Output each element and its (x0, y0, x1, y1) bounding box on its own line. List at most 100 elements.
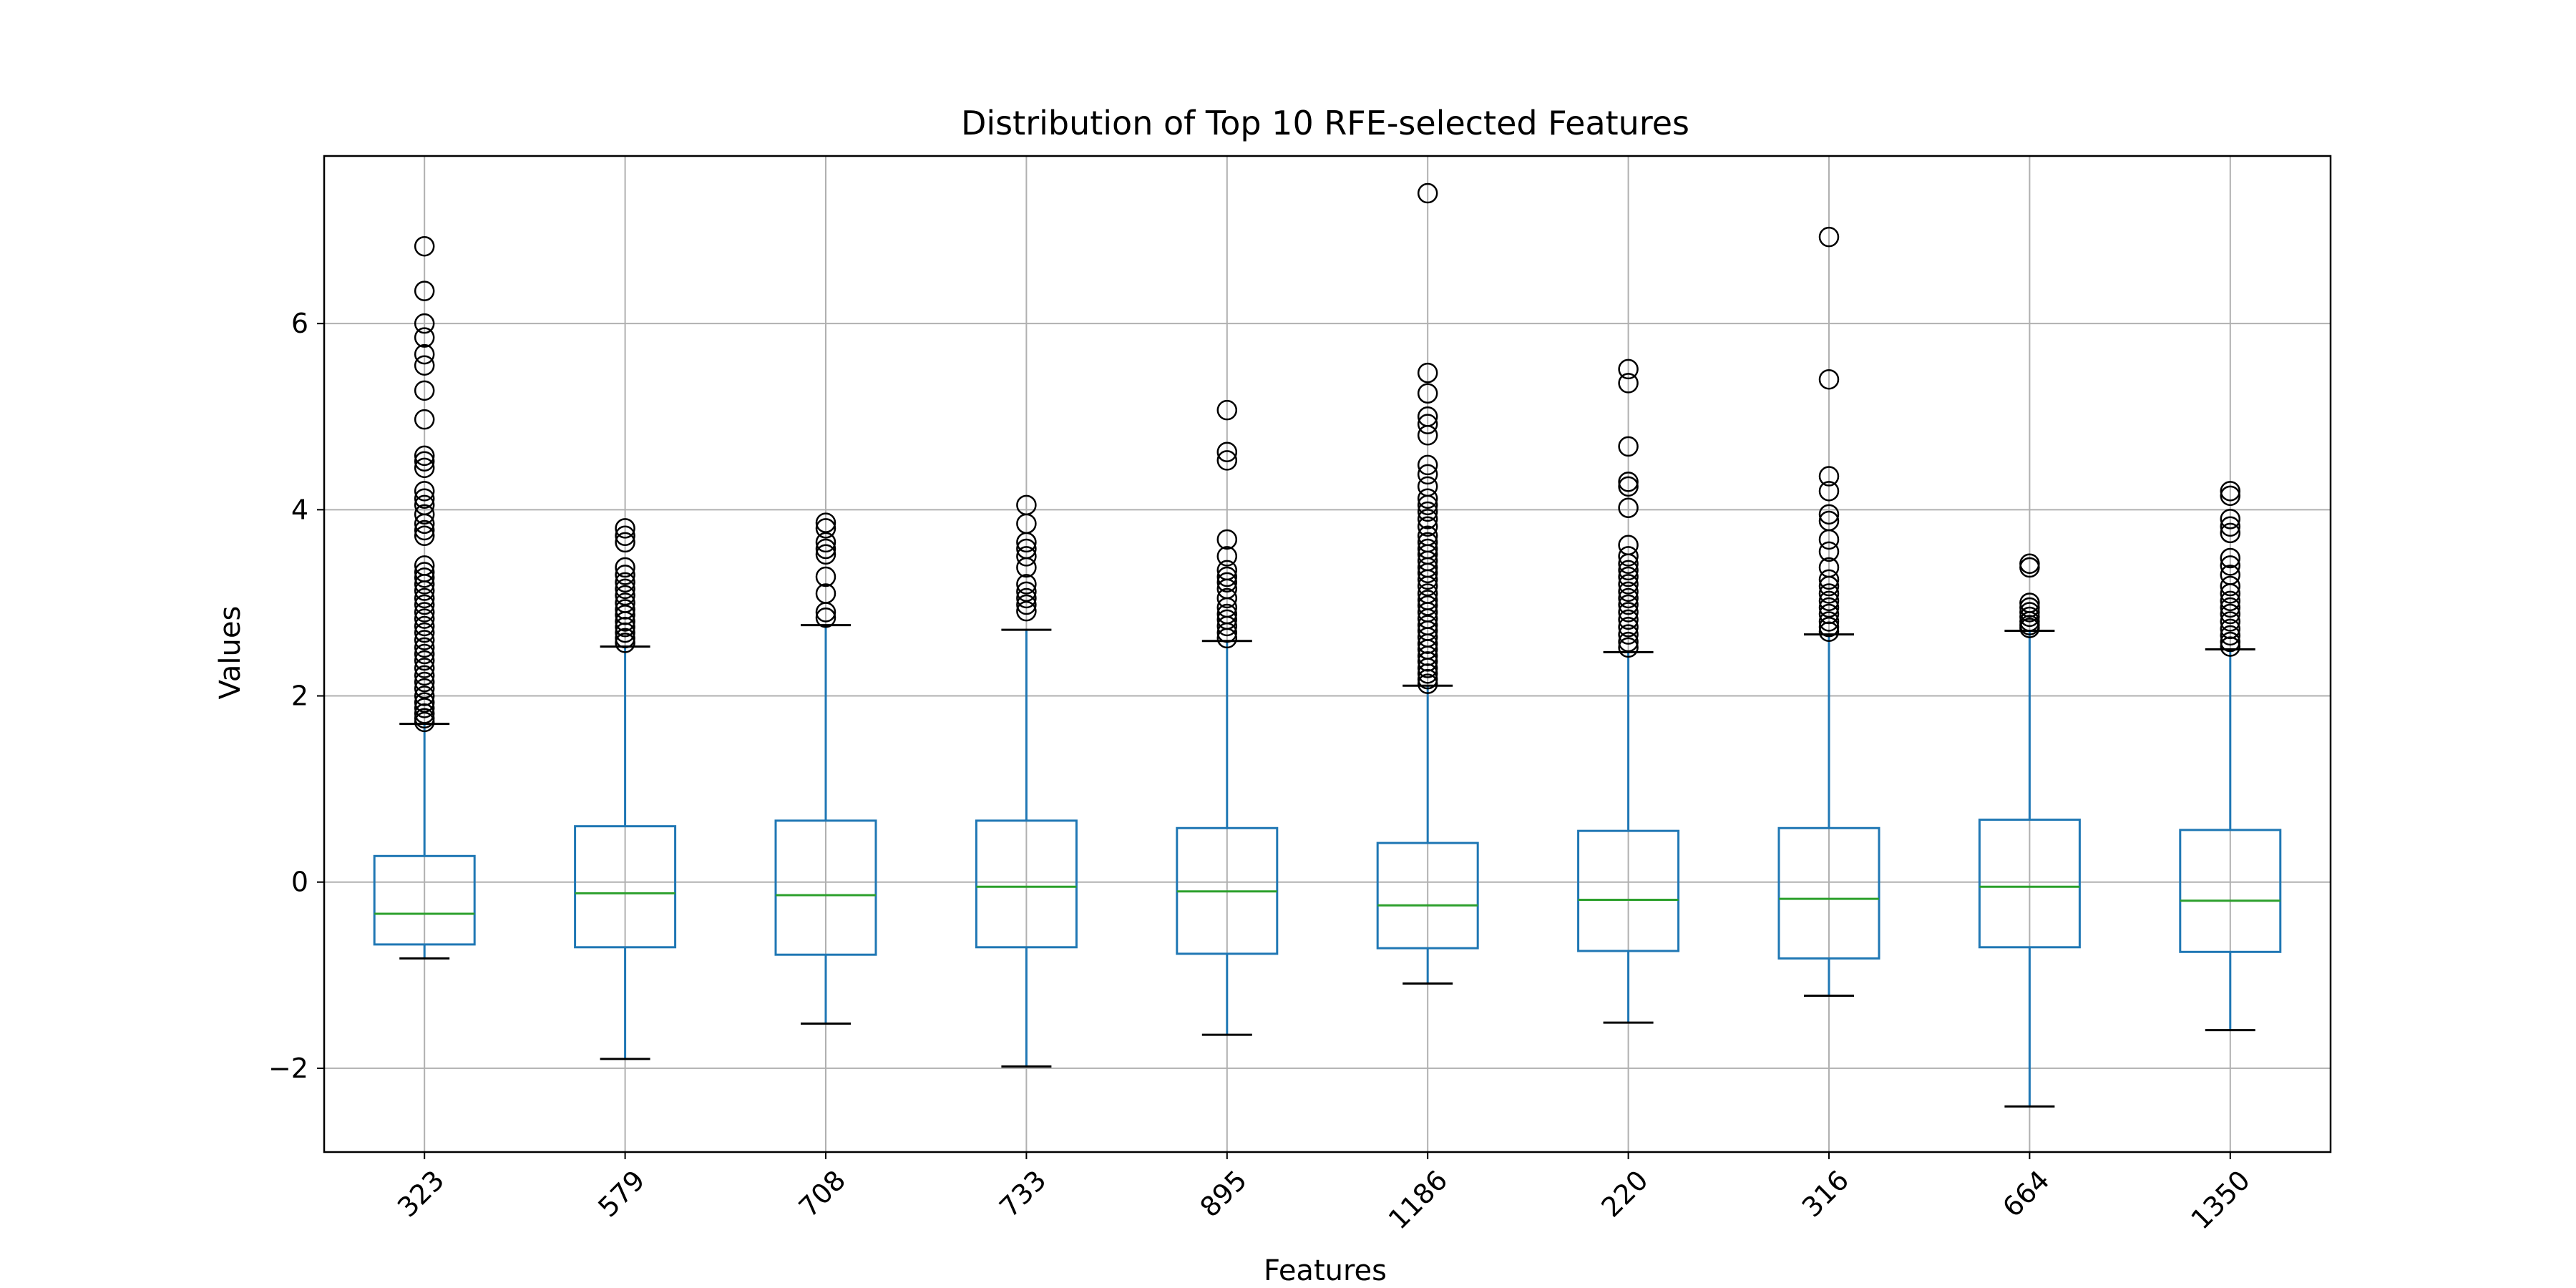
outlier-point (414, 698, 435, 718)
outlier-point (414, 574, 435, 595)
outlier-point (1818, 529, 1840, 550)
outlier-point (2019, 597, 2040, 618)
outlier-point (1618, 574, 1639, 595)
outlier-point (1016, 532, 1037, 553)
outlier-point (2220, 547, 2241, 569)
outlier-point (1417, 464, 1438, 485)
outlier-point (615, 633, 635, 653)
outlier-point (414, 504, 435, 525)
outlier-point (1818, 541, 1840, 562)
outlier-point (1818, 603, 1840, 625)
y-tick-label: 0 (291, 867, 308, 898)
outlier-point (1417, 595, 1438, 616)
outlier-point (414, 327, 435, 348)
y-tick-label: 2 (291, 680, 308, 712)
outlier-point (2220, 603, 2241, 625)
iqr-box (373, 854, 476, 946)
outlier-point (1618, 637, 1639, 658)
box-895 (1176, 640, 1279, 1036)
outlier-point (615, 585, 635, 606)
outlier-point (615, 557, 635, 578)
outlier-point (1216, 628, 1238, 649)
outlier-point (1216, 566, 1238, 587)
outlier-point (615, 565, 635, 585)
outlier-point (1818, 569, 1840, 590)
outlier-point (1618, 436, 1639, 457)
outlier-point (1818, 466, 1840, 487)
outlier-point (414, 615, 435, 637)
outlier-point (414, 567, 435, 588)
outlier-point (615, 622, 635, 643)
outlier-point (1618, 624, 1639, 645)
outlier-point (414, 451, 435, 472)
outlier-point (615, 518, 635, 539)
outlier-point (1417, 562, 1438, 584)
box-708 (774, 624, 877, 1025)
outlier-point (414, 355, 435, 376)
outlier-point (1417, 651, 1438, 672)
outlier-point (1216, 572, 1238, 593)
box-1350 (2179, 648, 2282, 1032)
outlier-point (615, 628, 635, 649)
plot-frame (323, 155, 2332, 1153)
outlier-point (414, 650, 435, 671)
outlier-point (414, 608, 435, 629)
iqr-box (1577, 829, 1680, 952)
outlier-point (815, 518, 836, 539)
outlier-point (2220, 522, 2241, 544)
outlier-point (1818, 611, 1840, 632)
outlier-point (2019, 618, 2040, 638)
outlier-point (1216, 587, 1238, 609)
outlier-point (1618, 587, 1639, 609)
outlier-point (414, 602, 435, 623)
outlier-point (615, 578, 635, 600)
outlier-point (1818, 481, 1840, 502)
outlier-point (414, 643, 435, 665)
outlier-point (1016, 587, 1037, 609)
outlier-point (1417, 182, 1438, 204)
iqr-box (574, 825, 677, 949)
outlier-point (414, 692, 435, 713)
outlier-point (1216, 622, 1238, 643)
outlier-point (1417, 516, 1438, 537)
outlier-point (2220, 485, 2241, 507)
outlier-point (1216, 399, 1238, 421)
outlier-point (615, 532, 635, 553)
outlier-point (1417, 633, 1438, 654)
outlier-point (414, 703, 435, 724)
outlier-point (414, 519, 435, 541)
outlier-point (1016, 594, 1037, 615)
outlier-point (815, 566, 836, 587)
outlier-point (414, 409, 435, 430)
outlier-point (1016, 574, 1037, 595)
outlier-point (1618, 609, 1639, 630)
y-tick-label: 6 (291, 308, 308, 339)
outlier-point (1216, 441, 1238, 462)
outlier-point (414, 235, 435, 257)
iqr-box (774, 819, 877, 956)
x-axis-label: Features (1264, 1254, 1387, 1287)
outlier-point (414, 513, 435, 535)
outlier-point (414, 711, 435, 733)
iqr-box (1777, 826, 1880, 960)
box-733 (975, 628, 1078, 1068)
iqr-box (1376, 841, 1479, 950)
outlier-point (1417, 569, 1438, 590)
outlier-point (1016, 581, 1037, 602)
outlier-point (2220, 631, 2241, 653)
outlier-point (615, 605, 635, 625)
outlier-point (1818, 369, 1840, 390)
outlier-point (414, 343, 435, 365)
outlier-point (414, 665, 435, 686)
outliers (414, 182, 2241, 733)
iqr-box (1978, 819, 2081, 949)
outlier-point (1618, 358, 1639, 380)
outlier-point (815, 538, 836, 560)
outlier-point (1618, 602, 1639, 623)
chart-title: Distribution of Top 10 RFE-selected Feat… (961, 104, 1689, 142)
outlier-point (2220, 509, 2241, 530)
outlier-point (414, 445, 435, 467)
outlier-point (2220, 590, 2241, 612)
outlier-point (615, 599, 635, 620)
outlier-point (1417, 383, 1438, 404)
